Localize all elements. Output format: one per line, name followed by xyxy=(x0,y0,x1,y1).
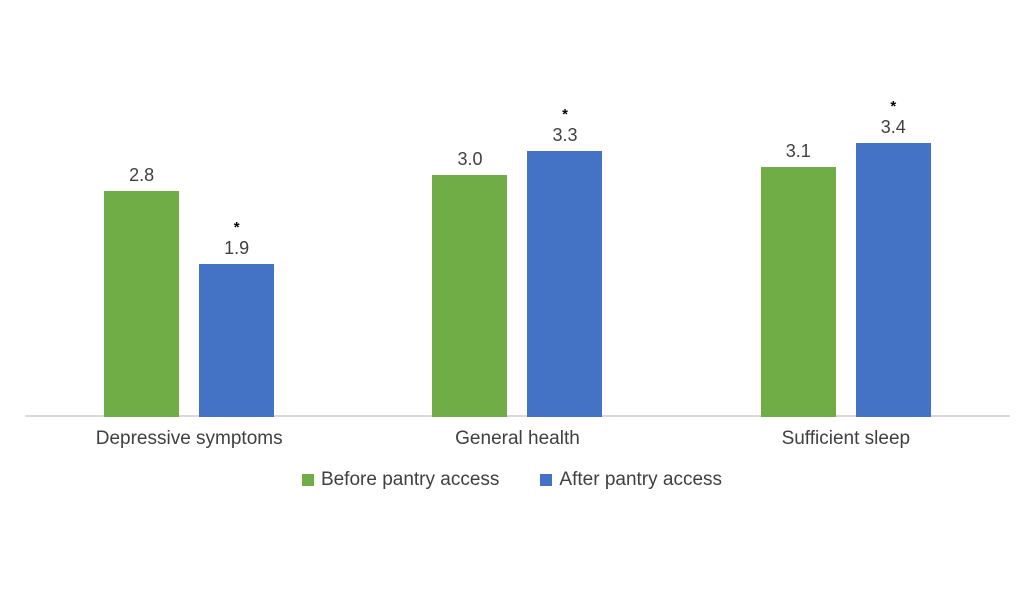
bar-group: 2.8 * 1.9 xyxy=(25,164,353,417)
category-label: Depressive symptoms xyxy=(95,427,283,449)
legend-swatch-icon xyxy=(540,474,553,486)
bar-column: 3.0 xyxy=(432,148,508,417)
bar-value-label: 1.9 xyxy=(224,238,250,258)
bar-value-label: 3.4 xyxy=(880,117,906,137)
legend: Before pantry access After pantry access xyxy=(0,462,1024,498)
bar xyxy=(760,167,836,417)
bar-group: 3.0 * 3.3 xyxy=(353,105,681,417)
bar-value-label: 3.0 xyxy=(457,149,483,169)
x-axis-line xyxy=(25,415,1010,417)
significance-marker: * xyxy=(562,106,568,123)
category-label: Sufficient sleep xyxy=(781,427,911,449)
bar-column: * 3.4 xyxy=(855,97,931,417)
bar-value-label: 3.1 xyxy=(785,141,811,161)
bar xyxy=(527,151,603,417)
bar-group: 3.1 * 3.4 xyxy=(682,97,1010,417)
legend-label: After pantry access xyxy=(559,469,723,490)
legend-swatch-icon xyxy=(301,474,314,486)
bar xyxy=(199,264,275,417)
legend-item: Before pantry access xyxy=(301,469,500,491)
bar-column: 2.8 xyxy=(104,164,180,417)
legend-item: After pantry access xyxy=(540,469,722,491)
category-labels-row: Depressive symptoms General health Suffici… xyxy=(25,417,1010,460)
bar-column: 3.1 xyxy=(760,140,836,417)
significance-marker: * xyxy=(890,98,897,115)
plot-area: 2.8 * 1.9 3.0 * 3.3 3.1 * 3.4 xyxy=(25,0,1010,417)
bar-value-label: 3.3 xyxy=(552,125,578,145)
bar xyxy=(855,143,931,417)
bar-column: * 1.9 xyxy=(199,218,275,417)
category-label: General health xyxy=(455,427,580,449)
significance-marker: * xyxy=(233,219,240,236)
legend-label: Before pantry access xyxy=(320,469,500,490)
bar-value-label: 2.8 xyxy=(129,165,155,185)
bar xyxy=(104,191,180,417)
bar xyxy=(432,175,508,417)
bar-column: * 3.3 xyxy=(527,105,603,417)
